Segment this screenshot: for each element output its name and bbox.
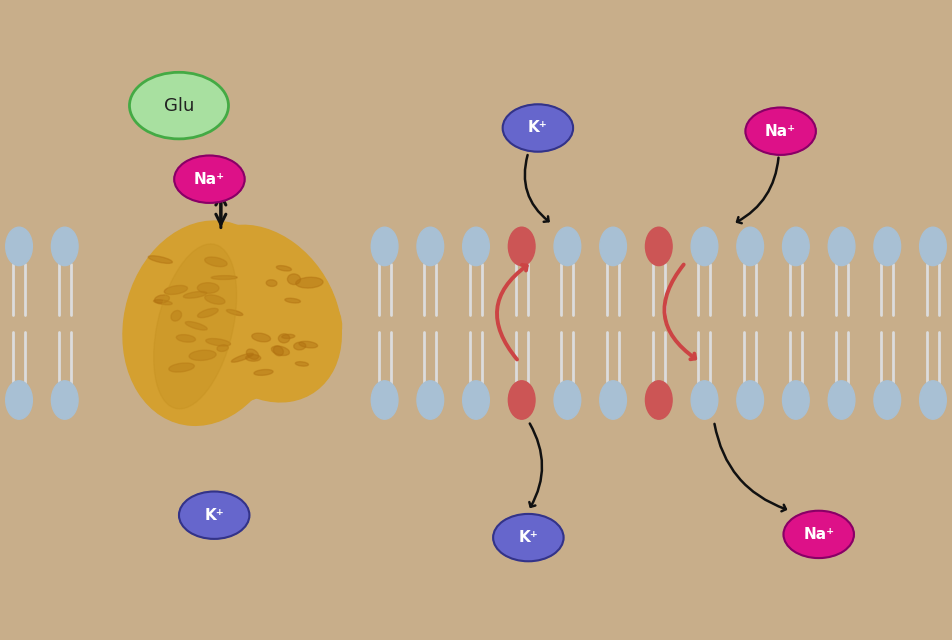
Ellipse shape [164, 285, 188, 294]
Ellipse shape [247, 349, 259, 360]
Ellipse shape [197, 308, 218, 317]
Ellipse shape [189, 350, 216, 360]
Ellipse shape [184, 291, 207, 298]
Ellipse shape [508, 227, 535, 266]
Ellipse shape [211, 276, 237, 280]
Ellipse shape [234, 251, 337, 351]
Text: K⁺: K⁺ [519, 530, 538, 545]
Ellipse shape [153, 244, 237, 409]
Ellipse shape [691, 381, 718, 419]
Ellipse shape [508, 381, 535, 419]
Circle shape [783, 511, 854, 558]
Ellipse shape [197, 283, 219, 293]
Ellipse shape [645, 381, 672, 419]
Ellipse shape [171, 301, 286, 403]
Ellipse shape [285, 298, 301, 303]
Text: Glu: Glu [164, 97, 194, 115]
Ellipse shape [51, 381, 78, 419]
Ellipse shape [920, 381, 946, 419]
Ellipse shape [828, 381, 855, 419]
Ellipse shape [554, 381, 581, 419]
Ellipse shape [208, 244, 288, 319]
Text: K⁺: K⁺ [528, 120, 547, 136]
Text: K⁺: K⁺ [205, 508, 224, 523]
Ellipse shape [147, 301, 225, 390]
Circle shape [129, 72, 228, 139]
Ellipse shape [600, 227, 626, 266]
Circle shape [745, 108, 816, 155]
Text: Na⁺: Na⁺ [194, 172, 225, 187]
Ellipse shape [153, 300, 172, 305]
Ellipse shape [231, 353, 253, 362]
Ellipse shape [228, 234, 296, 298]
Ellipse shape [600, 381, 626, 419]
Ellipse shape [645, 227, 672, 266]
Ellipse shape [417, 227, 444, 266]
Ellipse shape [176, 335, 195, 342]
Ellipse shape [169, 363, 194, 372]
Ellipse shape [295, 362, 308, 366]
Ellipse shape [205, 295, 225, 304]
Circle shape [174, 156, 245, 203]
Text: Na⁺: Na⁺ [803, 527, 834, 542]
Ellipse shape [920, 227, 946, 266]
Ellipse shape [226, 296, 317, 389]
Ellipse shape [271, 346, 289, 356]
Text: Na⁺: Na⁺ [765, 124, 796, 139]
Circle shape [179, 492, 249, 539]
Ellipse shape [217, 345, 228, 351]
Ellipse shape [783, 381, 809, 419]
Ellipse shape [268, 276, 342, 351]
Ellipse shape [267, 280, 277, 287]
Ellipse shape [737, 227, 764, 266]
Ellipse shape [294, 342, 306, 350]
Ellipse shape [170, 234, 258, 316]
Ellipse shape [276, 266, 291, 271]
Ellipse shape [246, 355, 261, 361]
Ellipse shape [463, 227, 489, 266]
Ellipse shape [154, 295, 169, 303]
Ellipse shape [6, 227, 32, 266]
Ellipse shape [828, 227, 855, 266]
Ellipse shape [737, 381, 764, 419]
Ellipse shape [299, 341, 318, 348]
Ellipse shape [176, 339, 262, 403]
Ellipse shape [186, 321, 208, 330]
Ellipse shape [874, 227, 901, 266]
Ellipse shape [251, 333, 270, 342]
Ellipse shape [171, 310, 182, 321]
Ellipse shape [874, 381, 901, 419]
Ellipse shape [133, 272, 200, 362]
Ellipse shape [51, 227, 78, 266]
Ellipse shape [282, 334, 295, 339]
Ellipse shape [296, 277, 323, 288]
Ellipse shape [371, 227, 398, 266]
Ellipse shape [183, 225, 341, 402]
Ellipse shape [278, 334, 289, 343]
Ellipse shape [691, 227, 718, 266]
Ellipse shape [6, 381, 32, 419]
Ellipse shape [254, 369, 273, 376]
Ellipse shape [417, 381, 444, 419]
Ellipse shape [206, 339, 230, 346]
Circle shape [503, 104, 573, 152]
Ellipse shape [288, 274, 301, 285]
Ellipse shape [205, 257, 228, 267]
Ellipse shape [554, 227, 581, 266]
Ellipse shape [783, 227, 809, 266]
Ellipse shape [463, 381, 489, 419]
Ellipse shape [227, 310, 243, 316]
Ellipse shape [123, 221, 287, 426]
Ellipse shape [273, 346, 284, 356]
Ellipse shape [166, 231, 282, 358]
Ellipse shape [149, 256, 172, 264]
Ellipse shape [371, 381, 398, 419]
Ellipse shape [166, 231, 234, 287]
Ellipse shape [139, 238, 232, 351]
Circle shape [493, 514, 564, 561]
